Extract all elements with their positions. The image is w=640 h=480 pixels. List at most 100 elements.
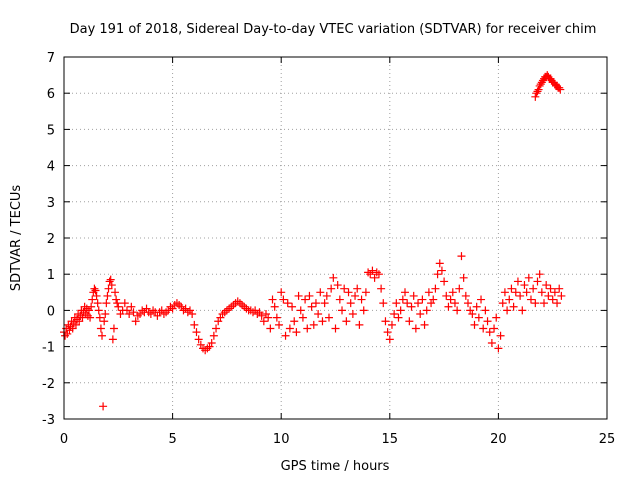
data-point	[414, 299, 423, 308]
data-point	[331, 324, 340, 333]
data-point	[101, 310, 110, 319]
data-point	[509, 302, 518, 311]
data-point	[346, 299, 355, 308]
data-point	[531, 92, 540, 101]
data-point	[192, 328, 201, 337]
data-point	[92, 291, 101, 300]
data-point	[259, 317, 268, 326]
data-point	[305, 291, 314, 300]
data-point	[188, 310, 197, 319]
data-point	[507, 284, 516, 293]
data-point	[283, 299, 292, 308]
data-point	[401, 288, 410, 297]
data-point	[288, 302, 297, 311]
data-point	[457, 252, 466, 261]
data-point	[405, 317, 414, 326]
data-point	[190, 320, 199, 329]
data-point	[555, 284, 564, 293]
data-point	[257, 311, 266, 320]
data-point	[440, 277, 449, 286]
data-point	[390, 310, 399, 319]
data-point	[113, 299, 122, 308]
data-point	[106, 275, 115, 284]
data-point	[100, 317, 109, 326]
data-point	[540, 299, 549, 308]
data-point	[485, 328, 494, 337]
x-tick-label: 25	[599, 432, 616, 447]
data-point	[513, 277, 522, 286]
data-point	[429, 295, 438, 304]
data-point	[505, 295, 514, 304]
data-point	[461, 291, 470, 300]
data-point	[550, 288, 559, 297]
data-point	[496, 331, 505, 340]
data-point	[542, 281, 551, 290]
data-point	[294, 291, 303, 300]
data-point	[290, 317, 299, 326]
data-points	[60, 71, 566, 411]
data-point	[370, 273, 379, 282]
data-point	[277, 288, 286, 297]
data-point	[342, 317, 351, 326]
data-point	[129, 308, 138, 317]
y-tick-label: 0	[47, 304, 55, 319]
data-point	[338, 306, 347, 315]
y-tick-label: 3	[47, 196, 55, 211]
data-point	[292, 328, 301, 337]
data-point	[537, 288, 546, 297]
data-point	[453, 306, 462, 315]
data-point	[494, 344, 503, 353]
data-point	[534, 85, 543, 94]
data-point	[403, 299, 412, 308]
y-tick-label: -2	[42, 377, 55, 392]
data-point	[127, 302, 136, 311]
data-point	[511, 288, 520, 297]
data-point	[88, 295, 97, 304]
data-point	[275, 320, 284, 329]
data-point	[111, 288, 120, 297]
data-point	[522, 288, 531, 297]
data-point	[266, 324, 275, 333]
data-point	[477, 295, 486, 304]
data-point	[385, 335, 394, 344]
data-point	[368, 266, 377, 275]
data-point	[444, 302, 453, 311]
data-point	[407, 302, 416, 311]
data-point	[533, 87, 542, 96]
data-point	[503, 306, 512, 315]
data-point	[344, 288, 353, 297]
data-point	[500, 288, 509, 297]
data-point	[546, 284, 555, 293]
data-point	[103, 291, 112, 300]
data-point	[518, 306, 527, 315]
y-tick-label: 1	[47, 268, 55, 283]
axis-ticks: 0 5 10 15 20 25 -3 -2 -1 0 1 2 3 4 5 6 7	[42, 51, 615, 447]
y-tick-label: 2	[47, 232, 55, 247]
data-point	[387, 320, 396, 329]
data-point	[264, 313, 273, 322]
data-point	[492, 313, 501, 322]
data-point	[93, 299, 102, 308]
data-point	[379, 299, 388, 308]
data-point	[422, 306, 431, 315]
data-point	[424, 288, 433, 297]
grid-lines	[64, 57, 607, 419]
data-point	[553, 299, 562, 308]
data-point	[487, 338, 496, 347]
data-point	[335, 295, 344, 304]
data-point	[455, 284, 464, 293]
data-point	[533, 277, 542, 286]
y-tick-label: -3	[42, 413, 55, 428]
data-point	[348, 310, 357, 319]
y-tick-label: 7	[47, 51, 55, 66]
data-point	[377, 284, 386, 293]
x-axis-label: GPS time / hours	[281, 459, 390, 474]
data-point	[96, 324, 105, 333]
data-point	[296, 306, 305, 315]
data-point	[324, 313, 333, 322]
data-point	[333, 281, 342, 290]
data-point	[340, 284, 349, 293]
data-point	[448, 288, 457, 297]
data-point	[516, 291, 525, 300]
data-point	[416, 310, 425, 319]
